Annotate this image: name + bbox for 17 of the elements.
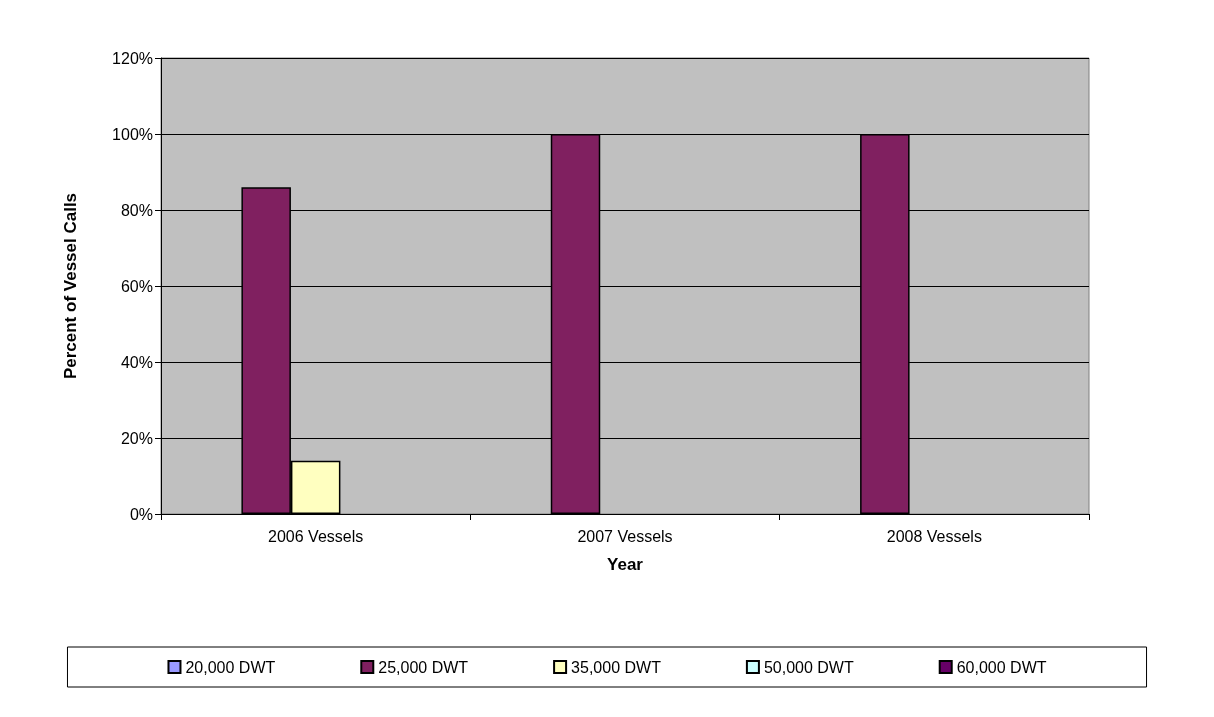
y-axis-title: Percent of Vessel Calls: [61, 192, 80, 380]
y-tick-label: 100%: [112, 125, 153, 143]
legend-label: 35,000 DWT: [571, 658, 662, 676]
x-tick-label: 2007 Vessels: [577, 527, 673, 545]
x-tick-label: 2008 Vessels: [886, 527, 982, 545]
x-tick-label: 2006 Vessels: [268, 527, 364, 545]
y-tick-label: 60%: [120, 277, 153, 295]
legend-label: 60,000 DWT: [956, 658, 1047, 676]
y-tick-label: 0%: [129, 505, 153, 523]
y-tick-label: 20%: [120, 429, 153, 447]
legend-label: 25,000 DWT: [378, 658, 469, 676]
x-axis-title: Year: [607, 555, 644, 574]
y-tick-label: 120%: [112, 49, 153, 67]
legend-label: 20,000 DWT: [185, 658, 276, 676]
y-tick-label: 80%: [120, 201, 153, 219]
legend-label: 50,000 DWT: [763, 658, 854, 676]
y-tick-label: 40%: [120, 353, 153, 371]
